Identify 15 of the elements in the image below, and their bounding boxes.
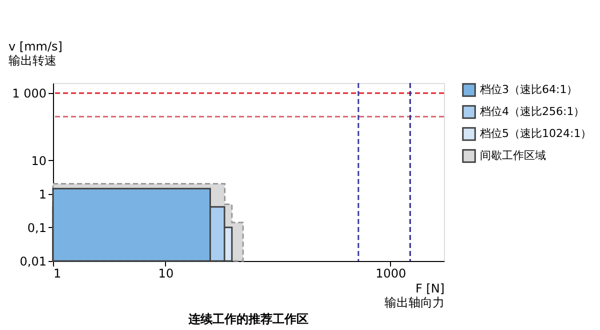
x-axis-title: F [N] 输出轴向力 xyxy=(384,282,444,310)
legend-label: 档位4（速比256:1） xyxy=(479,105,585,118)
y-tick-label: 10 xyxy=(31,154,46,168)
y-tick-label: 1 xyxy=(38,187,46,202)
y-tick-label: 0,1 xyxy=(27,220,46,235)
x-tick-label: 1 xyxy=(54,266,62,280)
text: 连续工作的推荐工作区 xyxy=(188,312,308,326)
x-tick-label: 10 xyxy=(158,266,174,280)
y-tick-label: 1 000 xyxy=(12,86,46,101)
y-tick-label: 0,01 xyxy=(20,254,46,268)
legend-label: 档位5（速比1024:1） xyxy=(479,127,592,140)
legend-label: 档位3（速比64:1） xyxy=(479,83,578,96)
legend-label: 间歇工作区域 xyxy=(480,149,546,162)
x-tick-label: 1000 xyxy=(376,266,406,280)
y-axis-title: v [mm/s] 输出转速 xyxy=(8,40,62,68)
